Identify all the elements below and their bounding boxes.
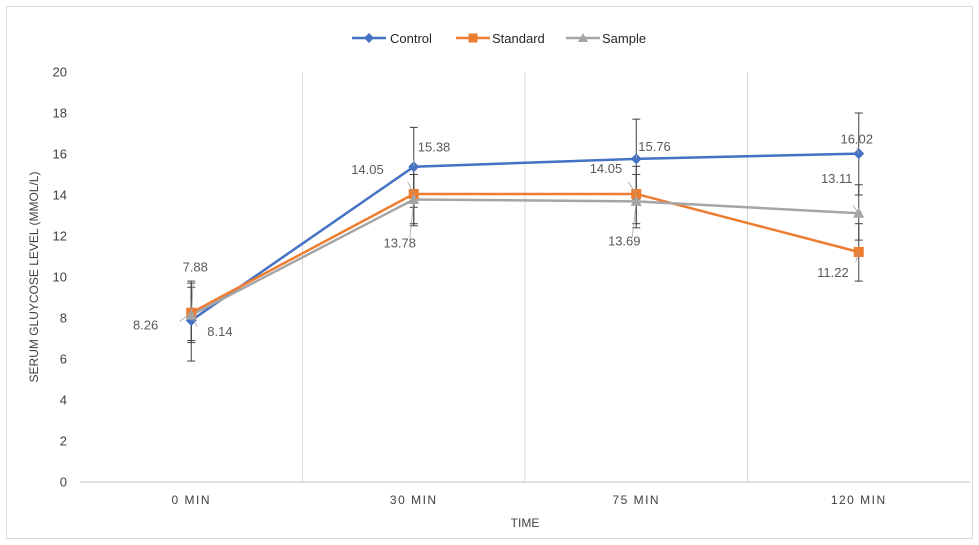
series-line-control [190,152,859,322]
label-leaders [179,147,860,328]
label-leader-line [855,251,860,263]
data-label-control: 15.38 [418,140,451,155]
y-tick-label: 4 [60,393,67,408]
label-leader-line [852,205,860,214]
y-tick-label: 14 [53,188,67,203]
label-leader-line [856,147,860,154]
series-line-standard [190,192,860,314]
y-tick-label: 8 [60,311,67,326]
y-tick-label: 0 [60,475,67,490]
marker-sample[interactable] [630,195,642,206]
label-leader-line [190,314,198,328]
data-label-standard: 11.22 [817,265,849,280]
y-tick-label: 20 [53,65,67,80]
y-axis: 0 2 4 6 8 10 12 14 16 18 20 [53,65,67,490]
label-leader-line [631,201,637,238]
legend-label-standard: Standard [492,31,545,46]
legend: Control Standard Sample [352,31,646,46]
data-label-control: 15.76 [638,139,671,154]
label-leader-line [409,199,415,240]
y-tick-label: 12 [53,229,67,244]
data-label-sample: 13.69 [608,233,641,248]
data-label-sample: 8.14 [207,324,232,339]
data-label-control: 16.02 [840,132,873,147]
data-labels: 7.88 15.38 15.76 16.02 8.26 14.05 14.05 11.22 8.… [133,132,873,340]
label-leader-line [407,181,415,195]
y-tick-label: 18 [53,106,67,121]
legend-marker-sample [578,33,588,42]
y-tick-label: 16 [53,147,67,162]
y-axis-title: SERUM GLUYCOSE LEVEL (MMOL/L) [27,172,41,383]
marker-standard[interactable] [853,246,864,257]
data-label-sample: 13.11 [821,171,853,186]
y-tick-label: 2 [60,434,67,449]
data-label-standard: 14.05 [590,161,623,176]
gridlines [302,72,748,482]
legend-marker-control [364,33,374,43]
chart-border [6,6,973,539]
y-tick-label: 10 [53,270,67,285]
x-tick-label: 0 MIN [171,493,211,507]
x-axis: 0 MIN 30 MIN 75 MIN 120 MIN [80,481,970,507]
legend-item-control[interactable]: Control [352,31,432,46]
x-tick-label: 120 MIN [831,493,887,507]
legend-label-control: Control [390,31,432,46]
legend-marker-standard [468,33,478,43]
x-axis-title: TIME [511,516,540,530]
label-leader-line [627,181,637,195]
legend-item-sample[interactable]: Sample [566,31,646,46]
legend-label-sample: Sample [602,31,646,46]
x-tick-label: 75 MIN [612,493,660,507]
x-tick-label: 30 MIN [390,493,438,507]
series-lines [190,152,860,322]
data-label-standard: 8.26 [133,318,158,333]
marker-sample[interactable] [408,193,420,205]
data-label-control: 7.88 [183,259,208,274]
label-leader-line [190,280,194,321]
data-label-standard: 14.05 [351,162,384,177]
label-leader-line [179,312,192,322]
y-tick-label: 6 [60,352,67,367]
marker-sample[interactable] [853,207,865,218]
data-label-sample: 13.78 [383,236,416,251]
legend-item-standard[interactable]: Standard [456,31,545,46]
series-line-sample [190,198,859,317]
